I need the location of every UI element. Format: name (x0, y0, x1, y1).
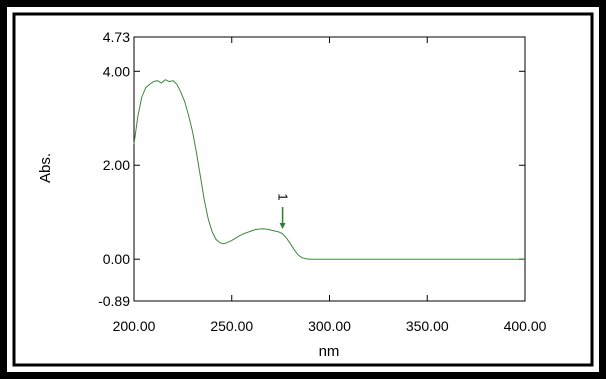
y-tick-label: 0.00 (103, 251, 130, 267)
peak-label: 1 (276, 193, 291, 200)
y-axis: 4.73 4.00 2.00 0.00 -0.89 (98, 29, 525, 309)
absorbance-line (133, 79, 525, 260)
x-tick-label: 400.00 (504, 318, 547, 334)
x-axis: 200.00 250.00 300.00 350.00 400.00 (113, 37, 547, 334)
x-tick-label: 250.00 (210, 318, 253, 334)
x-tick-label: 350.00 (406, 318, 449, 334)
x-axis-label: nm (319, 343, 340, 360)
plot-area (133, 36, 526, 302)
peak-annotation: 1 (276, 193, 291, 230)
x-tick-label: 300.00 (308, 318, 351, 334)
x-tick-label: 200.00 (113, 318, 156, 334)
y-axis-label: Abs. (37, 153, 54, 183)
inner-border (12, 12, 594, 367)
y-tick-label: 4.73 (103, 29, 130, 45)
y-tick-label: 4.00 (103, 63, 130, 79)
y-tick-label: 2.00 (103, 157, 130, 173)
y-tick-label: -0.89 (98, 293, 130, 309)
peak-arrow-head (279, 223, 286, 230)
